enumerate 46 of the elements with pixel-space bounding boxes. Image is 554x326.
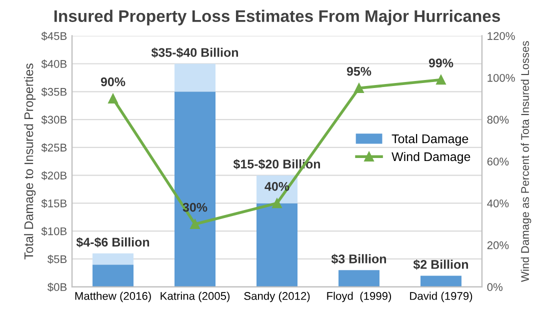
total-label: $35-$40 Billion: [151, 48, 238, 58]
y2-tick-label: 0%: [487, 283, 503, 292]
point: [354, 83, 364, 94]
data-label: 99%: [428, 58, 454, 68]
y-tick-label: $0B: [48, 282, 67, 292]
point: [436, 74, 446, 85]
data-label: 95%: [346, 66, 372, 76]
y-tick-label: $10B: [41, 226, 67, 236]
y2-tick-label: 20%: [487, 241, 509, 250]
bar: [420, 276, 462, 287]
data-label: 90%: [100, 77, 126, 86]
point: [190, 219, 200, 229]
y2-axis-title: Wind Damage as Percent of Tota Insured Losses: [520, 41, 532, 282]
legend-label: Total Damage: [392, 134, 468, 146]
y2-tick-label: 60%: [487, 158, 509, 166]
bar: [338, 270, 380, 287]
total-label: $3 Billion: [331, 254, 386, 264]
bar: [174, 92, 216, 287]
x-tick-label: Sandy (2012): [244, 292, 310, 302]
y-tick-label: $15B: [41, 199, 67, 208]
point: [272, 198, 282, 208]
y-axis-title: Total Damage to Insured Properties: [24, 64, 36, 260]
x-tick-label: Floyd (1999): [327, 292, 392, 302]
chart-title: Insured Property Loss Estimates From Major Hurricanes: [54, 10, 500, 26]
y2-tick-label: 80%: [487, 116, 509, 124]
y2-tick-label: 40%: [487, 199, 509, 208]
point: [108, 94, 118, 104]
y-tick-label: $35B: [41, 87, 67, 96]
y-tick-label: $20B: [41, 171, 67, 180]
x-tick-label: Katrina (2005): [160, 292, 230, 302]
y-tick-label: $25B: [41, 143, 67, 152]
total-label: $4-$6 Billion: [76, 237, 150, 248]
y-tick-label: $45B: [41, 32, 67, 41]
legend-label: Wind Damage: [392, 152, 470, 164]
y-tick-label: $40B: [41, 60, 67, 69]
x-tick-label: David (1979): [410, 292, 472, 302]
bar: [256, 203, 298, 287]
y2-tick-label: 100%: [488, 74, 515, 82]
bar: [174, 64, 216, 92]
x-tick-label: Matthew (2016): [75, 292, 151, 302]
bar: [92, 253, 134, 265]
bar: [92, 264, 134, 287]
total-label: $2 Billion: [413, 260, 468, 270]
y-tick-label: $30B: [41, 115, 67, 124]
y2-tick-label: 120%: [488, 32, 515, 40]
y-tick-label: $5B: [48, 254, 67, 264]
